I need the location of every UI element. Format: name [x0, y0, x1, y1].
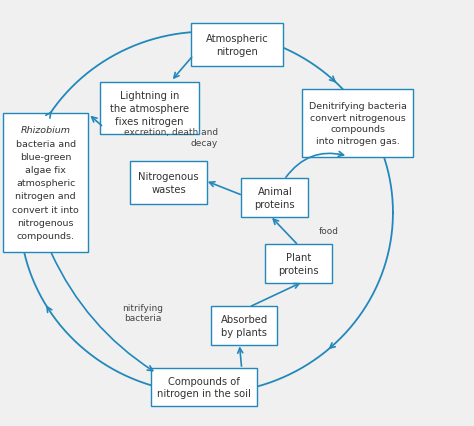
FancyBboxPatch shape	[151, 368, 257, 406]
Text: Animal
proteins: Animal proteins	[255, 187, 295, 210]
Text: Rhizobium: Rhizobium	[20, 126, 71, 135]
Text: convert it into: convert it into	[12, 205, 79, 214]
FancyBboxPatch shape	[265, 245, 332, 283]
FancyBboxPatch shape	[211, 306, 277, 345]
Text: Lightning in
the atmosphere
fixes nitrogen: Lightning in the atmosphere fixes nitrog…	[110, 91, 189, 127]
Text: blue-green: blue-green	[20, 153, 71, 161]
Text: food: food	[318, 226, 338, 235]
Text: bacteria and: bacteria and	[16, 139, 76, 148]
Text: algae fix: algae fix	[25, 166, 66, 175]
FancyBboxPatch shape	[241, 179, 308, 217]
Text: excretion, death and
decay: excretion, death and decay	[124, 128, 218, 147]
Text: compounds.: compounds.	[17, 231, 74, 240]
FancyBboxPatch shape	[191, 24, 283, 67]
Text: nitrogen and: nitrogen and	[15, 192, 76, 201]
Text: Compounds of
nitrogen in the soil: Compounds of nitrogen in the soil	[157, 376, 251, 398]
Text: Nitrogenous
wastes: Nitrogenous wastes	[138, 172, 199, 195]
Text: Atmospheric
nitrogen: Atmospheric nitrogen	[206, 34, 268, 57]
FancyBboxPatch shape	[130, 162, 207, 205]
Text: Plant
proteins: Plant proteins	[278, 253, 319, 275]
Text: nitrifying
bacteria: nitrifying bacteria	[122, 303, 163, 322]
FancyBboxPatch shape	[302, 89, 413, 158]
Text: Absorbed
by plants: Absorbed by plants	[220, 314, 268, 337]
FancyBboxPatch shape	[100, 83, 200, 135]
Text: Denitrifying bacteria
convert nitrogenous
compounds
into nitrogen gas.: Denitrifying bacteria convert nitrogenou…	[309, 102, 406, 145]
Text: atmospheric: atmospheric	[16, 179, 75, 188]
FancyBboxPatch shape	[3, 114, 88, 253]
Text: nitrogenous: nitrogenous	[18, 218, 74, 227]
